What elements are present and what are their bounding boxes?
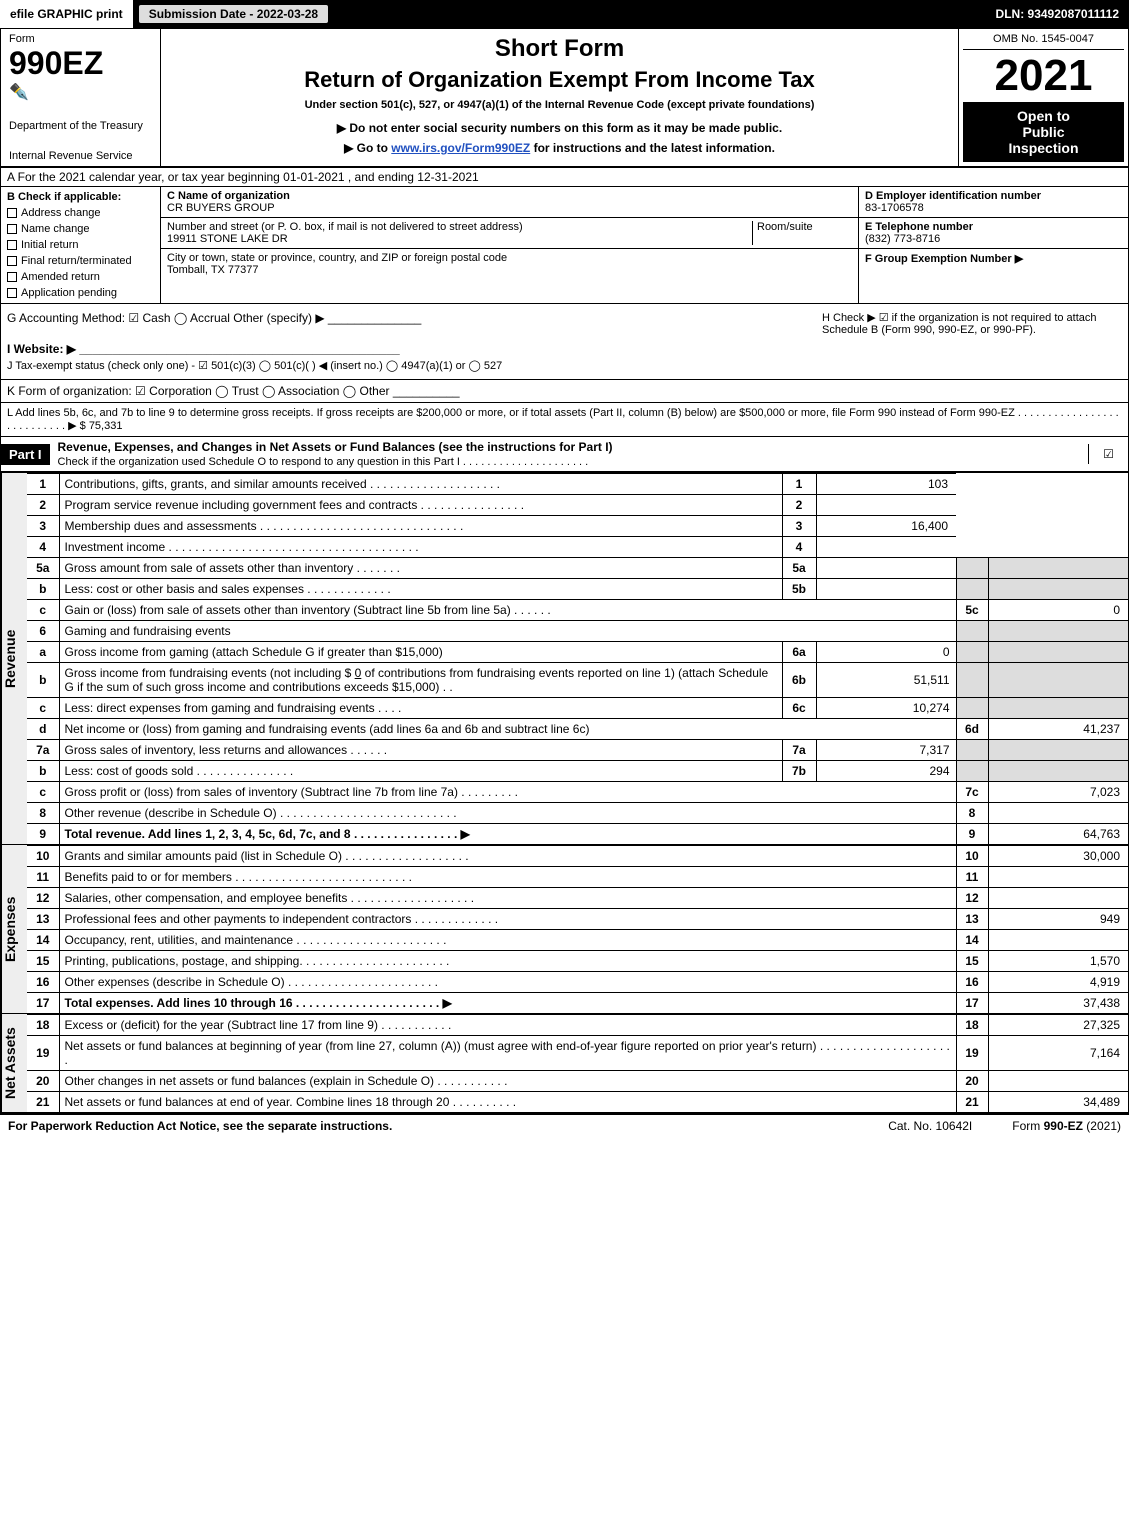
part1-label: Part I [1,444,50,465]
D-label: D Employer identification number [865,190,1122,202]
form-header: Form 990EZ ✒️ Department of the Treasury… [1,29,1128,168]
irs-link-line: ▶ Go to www.irs.gov/Form990EZ for instru… [171,141,948,155]
top-bar: efile GRAPHIC print Submission Date - 20… [0,0,1129,28]
section-DEF: D Employer identification number 83-1706… [858,187,1128,303]
form-container: Form 990EZ ✒️ Department of the Treasury… [0,28,1129,1115]
line-J: J Tax-exempt status (check only one) - ☑… [7,359,1122,372]
link-post: for instructions and the latest informat… [530,141,775,155]
link-pre: ▶ Go to [344,141,391,155]
line-K-row: K Form of organization: ☑ Corporation ◯ … [1,380,1128,403]
efile-label: efile GRAPHIC print [0,0,133,28]
F-label: F Group Exemption Number ▶ [865,252,1122,265]
part1-checkbox[interactable]: ☑ [1088,444,1128,464]
revenue-section: Revenue 1Contributions, gifts, grants, a… [1,472,1128,844]
org-city: Tomball, TX 77377 [167,264,852,276]
line-L-row: L Add lines 5b, 6c, and 7b to line 9 to … [1,403,1128,437]
part1-header: Part I Revenue, Expenses, and Changes in… [1,437,1128,472]
line-G: G Accounting Method: ☑ Cash ◯ Accrual Ot… [7,311,822,336]
irs-label: Internal Revenue Service [9,150,152,162]
C-city-label: City or town, state or province, country… [167,252,852,264]
part1-sub: Check if the organization used Schedule … [58,456,589,468]
section-C: C Name of organization CR BUYERS GROUP N… [161,187,858,303]
netassets-section: Net Assets 18Excess or (deficit) for the… [1,1013,1128,1114]
under-section: Under section 501(c), 527, or 4947(a)(1)… [171,99,948,111]
line-K: K Form of organization: ☑ Corporation ◯ … [7,384,1122,398]
footer-left: For Paperwork Reduction Act Notice, see … [8,1119,888,1133]
org-name: CR BUYERS GROUP [167,202,852,214]
form-number: 990EZ [9,45,152,82]
line-I: I Website: ▶ ___________________________… [7,342,1122,356]
expenses-section: Expenses 10Grants and similar amounts pa… [1,844,1128,1013]
mid-GHI-JK-L: G Accounting Method: ☑ Cash ◯ Accrual Ot… [1,304,1128,380]
section-B: B Check if applicable: Address change Na… [1,187,161,303]
tax-year: 2021 [963,54,1124,98]
dept-treasury: Department of the Treasury [9,120,152,132]
main-title: Return of Organization Exempt From Incom… [171,67,948,93]
revenue-table: 1Contributions, gifts, grants, and simil… [27,473,1128,844]
ssn-note: ▶ Do not enter social security numbers o… [171,121,948,135]
form-word: Form [9,33,152,45]
block-BCDEF: B Check if applicable: Address change Na… [1,187,1128,304]
part1-title: Revenue, Expenses, and Changes in Net As… [58,440,613,454]
line-H: H Check ▶ ☑ if the organization is not r… [822,311,1122,336]
netassets-table: 18Excess or (deficit) for the year (Subt… [27,1014,1128,1112]
expenses-table: 10Grants and similar amounts paid (list … [27,845,1128,1013]
omb-number: OMB No. 1545-0047 [963,33,1124,50]
short-form-title: Short Form [171,35,948,63]
ein-value: 83-1706578 [865,202,1122,214]
revenue-side-label: Revenue [1,473,27,844]
page-footer: For Paperwork Reduction Act Notice, see … [0,1115,1129,1137]
line-L: L Add lines 5b, 6c, and 7b to line 9 to … [7,407,1122,432]
footer-mid: Cat. No. 10642I [888,1119,972,1133]
room-suite-label: Room/suite [752,221,852,245]
open-to-public: Open to Public Inspection [963,102,1124,162]
C-street-label: Number and street (or P. O. box, if mail… [167,221,752,233]
expenses-side-label: Expenses [1,845,27,1013]
netassets-side-label: Net Assets [1,1014,27,1112]
phone-value: (832) 773-8716 [865,233,1122,245]
submission-date: Submission Date - 2022-03-28 [139,5,328,23]
E-label: E Telephone number [865,221,1122,233]
org-street: 19911 STONE LAKE DR [167,233,752,245]
C-name-label: C Name of organization [167,190,852,202]
dln-label: DLN: 93492087011112 [996,7,1129,21]
irs-link[interactable]: www.irs.gov/Form990EZ [391,141,530,155]
B-label: B Check if applicable: [7,191,154,203]
line-A: A For the 2021 calendar year, or tax yea… [1,168,1128,187]
